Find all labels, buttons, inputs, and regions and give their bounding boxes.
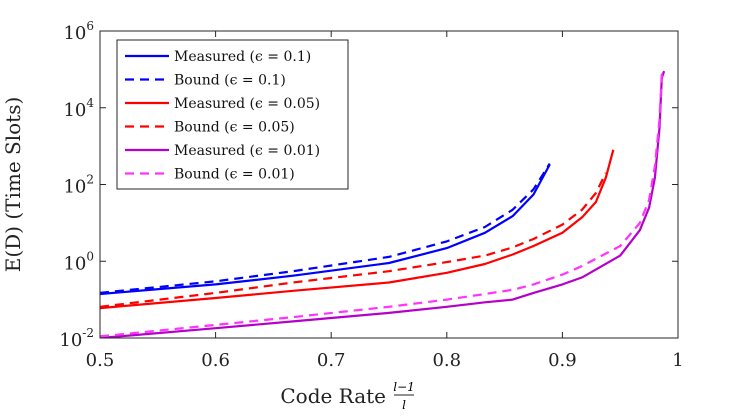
legend-label-3: Measured (ϵ = 0.05): [174, 96, 320, 112]
series-line-6: [100, 73, 663, 338]
series-line-5: [100, 70, 666, 338]
y-tick-label: 106: [63, 19, 94, 44]
series-line-1: [100, 164, 551, 296]
legend-label-5: Measured (ϵ = 0.01): [174, 143, 320, 159]
y-tick-label: 102: [63, 173, 94, 198]
series-layer: [100, 70, 666, 338]
x-axis-label: Code Rate: [280, 384, 386, 408]
series-line-2: [100, 163, 551, 294]
x-tick-label: 0.6: [201, 350, 230, 371]
legend-label-4: Bound (ϵ = 0.05): [174, 120, 295, 136]
axes-layer: 0.5 0.6 0.7 0.8 0.9 1 10-2 100 102 104 106: [59, 19, 683, 371]
legend: Measured (ϵ = 0.1) Bound (ϵ = 0.1) Measure…: [116, 39, 349, 190]
x-tick-label: 0.9: [548, 350, 577, 371]
y-axis-label: E(D) (Time Slots): [1, 97, 25, 273]
y-tick-label: 10-2: [59, 326, 94, 351]
legend-label-2: Bound (ϵ = 0.1): [174, 73, 286, 89]
y-tick-label: 104: [63, 96, 94, 121]
legend-label-6: Bound (ϵ = 0.01): [174, 167, 295, 183]
x-axis-fraction-numerator: l−1: [393, 380, 415, 394]
series-line-4: [100, 172, 607, 308]
x-tick-label: 1: [672, 350, 683, 371]
x-tick-label: 0.7: [317, 350, 346, 371]
x-tick-label: 0.5: [86, 350, 115, 371]
y-tick-label: 100: [63, 249, 94, 274]
x-tick-label: 0.8: [432, 350, 461, 371]
series-line-3: [100, 149, 615, 310]
x-axis-fraction-denominator: l: [402, 398, 406, 412]
legend-label-1: Measured (ϵ = 0.1): [174, 49, 311, 65]
legend-box: [116, 39, 349, 190]
